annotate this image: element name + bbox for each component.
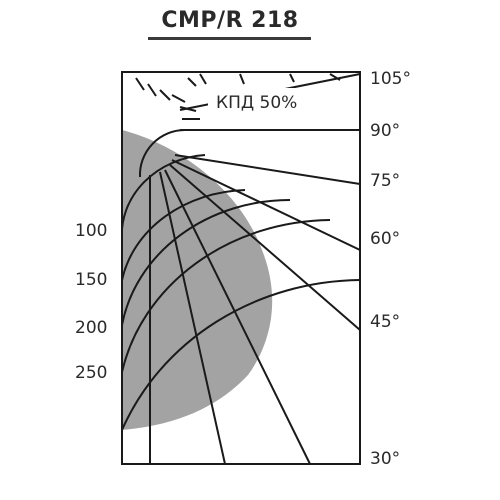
intensity-label-150: 150 bbox=[75, 270, 107, 290]
intensity-arc-4 bbox=[122, 198, 291, 326]
intensity-label-200: 200 bbox=[75, 318, 107, 338]
light-distribution-curve bbox=[122, 130, 273, 430]
intensity-arc-3 bbox=[122, 189, 246, 281]
angle-line-30 bbox=[164, 169, 311, 465]
diagram-title: CMP/R 218 bbox=[161, 8, 299, 33]
efficiency-label: КПД 50% bbox=[216, 93, 297, 113]
intensity-arc-5 bbox=[122, 219, 331, 373]
angle-line-60 bbox=[171, 159, 361, 251]
angle-line-45 bbox=[169, 164, 361, 331]
angle-label-105: 105° bbox=[370, 69, 411, 89]
angle-line-15 bbox=[159, 171, 226, 465]
title-underline bbox=[148, 37, 311, 40]
angle-label-90: 90° bbox=[370, 121, 400, 141]
diagram-frame bbox=[121, 71, 361, 465]
intensity-label-100: 100 bbox=[75, 221, 107, 241]
angle-lines bbox=[149, 73, 361, 465]
angle-label-60: 60° bbox=[370, 229, 400, 249]
angle-label-45: 45° bbox=[370, 312, 400, 332]
intensity-label-250: 250 bbox=[75, 363, 107, 383]
intensity-arc-1 bbox=[138, 128, 186, 178]
angle-label-75: 75° bbox=[370, 171, 400, 191]
intensity-arc-6 bbox=[122, 279, 360, 431]
angle-line-75 bbox=[174, 154, 361, 185]
angle-label-30: 30° bbox=[370, 449, 400, 469]
